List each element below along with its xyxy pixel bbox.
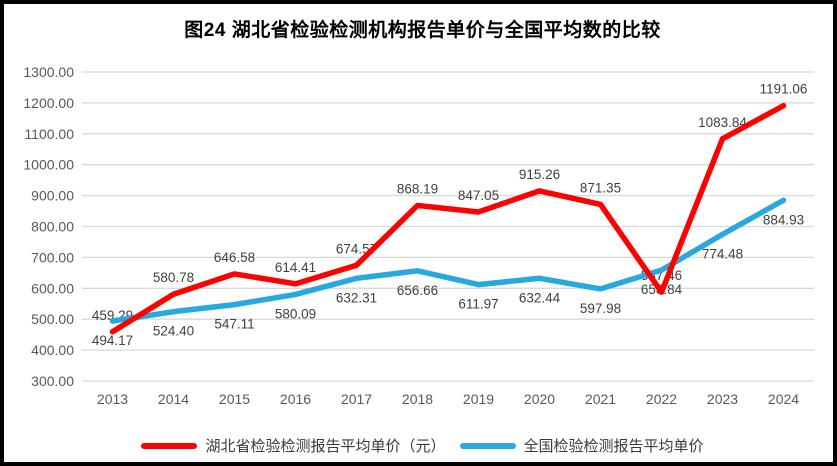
- data-label: 868.19: [397, 181, 438, 196]
- data-label: 646.58: [214, 250, 255, 265]
- legend-label-national: 全国检验检测报告平均单价: [523, 438, 704, 455]
- data-label: 580.09: [275, 306, 316, 321]
- data-label: 915.26: [519, 167, 560, 182]
- data-label: 632.31: [336, 290, 377, 305]
- x-axis-tick-label: 2019: [463, 391, 494, 407]
- x-axis-tick-label: 2016: [280, 391, 311, 407]
- chart-title: 图24 湖北省检验检测机构报告单价与全国平均数的比较: [184, 20, 661, 41]
- legend-item-hubei: 湖北省检验检测报告平均单价（元）: [141, 435, 446, 456]
- series-line-hubei: [109, 102, 787, 335]
- x-axis-tick-label: 2020: [524, 391, 555, 407]
- legend-label-hubei: 湖北省检验检测报告平均单价（元）: [205, 438, 446, 455]
- x-axis-tick-label: 2024: [768, 391, 799, 407]
- legend-swatch-national-line: [459, 442, 516, 449]
- x-axis-tick-label: 2018: [402, 391, 433, 407]
- data-label: 547.11: [214, 317, 254, 332]
- x-axis-tick-label: 2023: [707, 391, 738, 407]
- data-label: 614.41: [275, 260, 316, 275]
- data-label: 580.78: [153, 270, 194, 285]
- y-axis-tick-label: 400.00: [31, 342, 74, 358]
- data-label: 884.93: [763, 212, 804, 227]
- y-axis-tick-label: 1100.00: [24, 126, 74, 142]
- data-label: 774.48: [702, 246, 743, 261]
- y-axis-tick-label: 1300.00: [23, 64, 74, 80]
- data-label: 494.17: [92, 333, 133, 348]
- data-label: 1083.84: [698, 115, 747, 130]
- y-axis-tick-label: 600.00: [31, 280, 74, 296]
- data-label: 611.97: [458, 297, 498, 312]
- x-axis-tick-label: 2022: [646, 391, 677, 407]
- data-label: 597.98: [580, 301, 621, 316]
- legend-item-national: 全国检验检测报告平均单价: [459, 435, 704, 456]
- chart-legend: 湖北省检验检测报告平均单价（元） 全国检验检测报告平均单价: [4, 435, 837, 456]
- y-axis-tick-label: 1000.00: [23, 157, 74, 173]
- data-label: 871.35: [580, 180, 621, 195]
- data-label: 1191.06: [760, 82, 808, 97]
- y-axis-tick-label: 500.00: [31, 311, 74, 327]
- y-axis-tick-label: 300.00: [31, 373, 74, 389]
- x-axis-tick-label: 2014: [158, 391, 189, 407]
- line-chart-plot: 300.00 400.00 500.00 600.00 700.00 800.00 900.…: [23, 64, 814, 407]
- legend-swatch-hubei-line: [141, 442, 198, 449]
- y-axis-tick-label: 1200.00: [23, 95, 74, 111]
- y-axis-tick-label: 700.00: [31, 249, 74, 265]
- y-axis-tick-label: 900.00: [31, 188, 74, 204]
- data-label: 847.05: [458, 188, 499, 203]
- x-axis-tick-label: 2013: [97, 391, 128, 407]
- x-axis-tick-label: 2015: [219, 391, 250, 407]
- x-axis-tick-label: 2021: [585, 391, 616, 407]
- data-label: 656.66: [397, 283, 438, 298]
- data-label: 524.40: [153, 324, 194, 339]
- x-axis-tick-label: 2017: [341, 391, 372, 407]
- y-axis-tick-label: 800.00: [31, 219, 74, 235]
- data-label: 632.44: [519, 290, 561, 305]
